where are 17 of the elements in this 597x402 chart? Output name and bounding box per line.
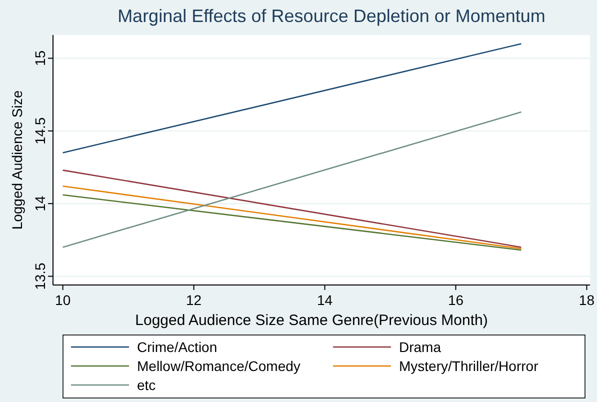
x-axis-title: Logged Audience Size Same Genre(Previous Month) (135, 312, 488, 329)
x-tick-label: 18 (578, 292, 595, 308)
y-tick-label: 14 (32, 196, 48, 212)
x-tick-label: 12 (186, 292, 202, 308)
legend-label: Crime/Action (137, 339, 218, 355)
y-tick-label: 15 (32, 50, 48, 66)
legend-label: Mellow/Romance/Comedy (137, 358, 300, 374)
chart-title: Marginal Effects of Resource Depletion or Momentum (118, 6, 546, 26)
legend-label: Mystery/Thriller/Horror (399, 358, 539, 374)
y-tick-label: 14.5 (32, 117, 48, 145)
x-tick-label: 16 (448, 292, 464, 308)
x-tick-label: 10 (55, 292, 71, 308)
x-tick-label: 14 (316, 292, 333, 308)
legend-label: Drama (399, 339, 442, 355)
y-tick-label: 13.5 (32, 262, 48, 290)
legend-label: etc (137, 377, 156, 393)
y-axis-title: Logged Audience Size (9, 90, 25, 230)
